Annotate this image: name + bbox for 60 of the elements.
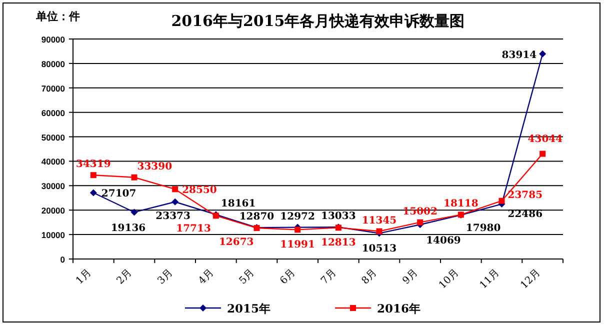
data-label: 18118 (444, 198, 478, 210)
text: 单位：件 (35, 10, 80, 23)
data-label: 23785 (508, 190, 543, 201)
x-tick-label: 4月 (196, 267, 216, 287)
data-label: 43044 (528, 134, 563, 145)
x-tick-label: 7月 (319, 267, 339, 287)
legend-label: 2016年 (377, 302, 422, 316)
y-tick-label: 70000 (41, 83, 66, 94)
data-label: 28550 (182, 185, 217, 196)
data-label: 19136 (110, 223, 146, 234)
point (90, 172, 96, 178)
data-label: 34319 (76, 159, 111, 170)
data-label: 14069 (426, 236, 461, 247)
data-label: 23373 (156, 210, 191, 222)
data-label: 12813 (321, 238, 356, 249)
chart-title: 2016年与2015年各月快递有效申诉数量图 (171, 12, 465, 30)
point (131, 174, 138, 180)
x-tick-label: 10月 (437, 267, 462, 292)
data-label: 33390 (137, 161, 172, 172)
data-label: 17980 (466, 223, 501, 234)
x-tick-label: 9月 (400, 267, 420, 287)
y-tick-label: 50000 (41, 132, 66, 142)
point (172, 186, 178, 192)
x-tick-label: 8月 (360, 267, 380, 287)
y-tick-label: 90000 (41, 34, 66, 44)
y-tick-label: 20000 (41, 206, 66, 216)
y-tick-label: 10000 (41, 230, 66, 240)
point (90, 189, 97, 196)
point (130, 208, 138, 216)
x-tick-label: 5月 (238, 267, 257, 287)
point (172, 198, 179, 206)
data-label: 17713 (176, 224, 211, 235)
x-tick-label: 2月 (115, 267, 134, 287)
point (294, 226, 301, 233)
y-tick-label: 80000 (41, 58, 66, 69)
x-tick-label: 6月 (278, 267, 298, 287)
data-label: 13033 (321, 211, 356, 222)
data-label: 12972 (280, 211, 316, 222)
y-tick-label: 40000 (41, 156, 66, 167)
data-label: 12673 (218, 237, 254, 248)
data-label: 12870 (239, 212, 274, 223)
point (417, 219, 424, 226)
data-label: 18161 (220, 198, 256, 210)
x-tick-label: 12月 (518, 267, 543, 292)
y-tick-label: 60000 (41, 108, 66, 118)
y-tick-label: 30000 (41, 181, 66, 192)
data-label: 83914 (502, 50, 537, 61)
x-tick-label: 1月 (74, 267, 94, 287)
data-label: 11345 (362, 215, 397, 226)
x-tick-label: 3月 (156, 267, 176, 287)
data-label: 11991 (280, 240, 315, 251)
data-label: 27107 (101, 188, 136, 200)
point (539, 50, 546, 58)
point (376, 228, 382, 234)
legend-label: 2015年 (227, 302, 272, 316)
point (540, 150, 546, 157)
point (498, 198, 505, 204)
data-label: 10513 (362, 243, 397, 254)
x-tick-label: 11月 (478, 267, 502, 292)
y-tick-label: 0 (60, 254, 66, 264)
